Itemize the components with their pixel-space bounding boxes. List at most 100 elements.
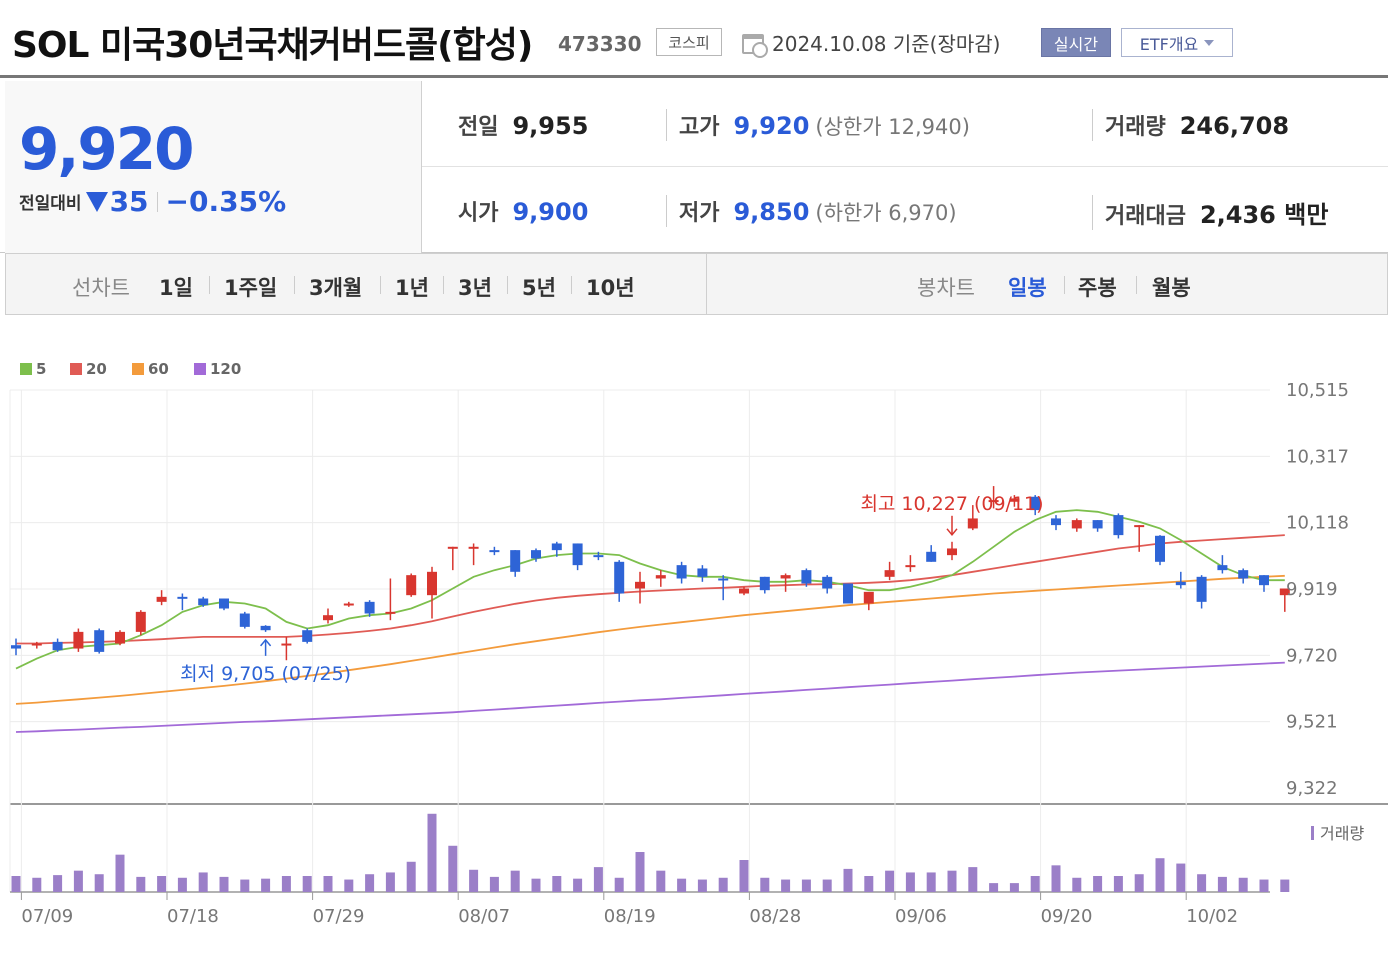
volume-cell: 거래량 246,708 (1092, 109, 1289, 141)
volume-bar (864, 876, 874, 892)
candle-body (1279, 588, 1290, 596)
volume-bar (1134, 874, 1144, 892)
candle-body (988, 500, 999, 503)
market-badge: 코스피 (656, 28, 722, 56)
volume-bar (905, 872, 915, 892)
volume-bar (531, 878, 541, 892)
volume-bar (1051, 865, 1061, 892)
divider (156, 191, 158, 212)
candle-body (572, 543, 583, 566)
volume-bar (240, 879, 250, 892)
candle-body (156, 596, 167, 602)
volume-bar (781, 879, 791, 892)
volume-bar (1217, 876, 1227, 892)
high-annotation: 최고 10,227 (09/11) (860, 493, 1043, 515)
tab-5years[interactable]: 5년 (522, 276, 556, 300)
line-chart-label: 선차트 (72, 276, 130, 300)
tab-1year[interactable]: 1년 (395, 276, 429, 300)
candle-body (947, 548, 957, 556)
page-title: SOL 미국30년국채커버드콜(합성) (12, 25, 533, 66)
candle-body (676, 565, 687, 579)
candle-body (260, 625, 271, 631)
amount-label: 거래대금 (1105, 204, 1186, 229)
volume-bar (614, 877, 624, 892)
tab-1day[interactable]: 1일 (159, 276, 193, 300)
high-value: 9,920 (733, 112, 810, 140)
volume-bar (53, 875, 63, 892)
volume-bar (1238, 877, 1248, 892)
volume-bar (323, 876, 333, 892)
quote-row-1: 전일 9,955 고가 9,920 (상한가 12,940) 거래량 246,7… (422, 81, 1388, 167)
x-tick-label: 10/02 (1186, 906, 1238, 927)
volume-bar (1093, 876, 1103, 892)
etf-overview-label: ETF개요 (1139, 34, 1199, 54)
divider (380, 276, 381, 294)
volume-bar (1030, 876, 1040, 892)
prev-close-cell: 전일 9,955 (458, 109, 588, 141)
divider (209, 276, 210, 294)
candle-body (94, 630, 105, 652)
candle-body (905, 565, 916, 568)
low-cell: 저가 9,850 (하한가 6,970) (666, 195, 957, 227)
candle-chart-label: 봉차트 (917, 276, 975, 300)
realtime-button[interactable]: 실시간 (1041, 28, 1111, 57)
volume-bar (843, 868, 853, 892)
low-arrow-head (260, 638, 272, 647)
candle-body (489, 550, 500, 553)
candle-body (406, 575, 417, 596)
volume-bar (489, 876, 499, 892)
annotations: 최고 10,227 (09/11) 최저 9,705 (07/25) (180, 493, 1043, 685)
tab-1week[interactable]: 1주일 (224, 276, 278, 300)
candle-body (239, 613, 250, 627)
candle-body (843, 583, 853, 604)
volume-bar (177, 877, 187, 892)
open-label: 시가 (458, 201, 499, 226)
volume-bar (1009, 883, 1019, 892)
volume-bar (344, 879, 354, 892)
volume-bar (656, 870, 666, 892)
volume-bar (281, 876, 291, 892)
candle-body (739, 588, 749, 594)
low-annotation: 최저 9,705 (07/25) (180, 663, 351, 685)
tab-3months[interactable]: 3개월 (309, 276, 363, 300)
calendar-clock-icon (742, 34, 768, 58)
volume-bar (593, 867, 603, 892)
legend-swatch (132, 363, 144, 375)
legend-label: 120 (210, 360, 241, 378)
change-percent: −0.35% (165, 185, 287, 218)
ma20-line (16, 534, 1285, 645)
divider (443, 276, 444, 294)
tab-daily[interactable]: 일봉 (1008, 276, 1047, 300)
candle-body (1009, 498, 1020, 502)
candle-body (1051, 518, 1061, 526)
candle-body (967, 518, 978, 529)
volume-bar (968, 867, 978, 892)
tab-10years[interactable]: 10년 (586, 276, 635, 300)
high-label: 고가 (679, 115, 720, 140)
volume-bar (115, 854, 125, 892)
header: SOL 미국30년국채커버드콜(합성) 473330 코스피 2024.10.0… (0, 0, 1388, 78)
tab-3years[interactable]: 3년 (458, 276, 492, 300)
high-arrow-head (946, 528, 958, 536)
candle-body (801, 570, 812, 584)
volume-bar (469, 869, 479, 892)
stock-code: 473330 (558, 32, 642, 56)
volume-bar (302, 876, 312, 892)
tab-weekly[interactable]: 주봉 (1078, 276, 1117, 300)
candle-body (343, 603, 354, 606)
volume-bar (1197, 874, 1207, 892)
amount-value: 2,436 백만 (1199, 201, 1329, 229)
candlestick-chart[interactable]: 5 20 60 120 10,515 10,317 10,118 9,919 9,720 9,5… (0, 315, 1388, 958)
quote-row-2: 시가 9,900 저가 9,850 (하한가 6,970) 거래대금 2,436… (422, 167, 1388, 253)
etf-overview-button[interactable]: ETF개요 (1121, 28, 1233, 57)
x-tick-label: 07/09 (21, 906, 73, 927)
x-tick-label: 08/07 (458, 906, 510, 927)
candle-body (655, 575, 666, 579)
x-tick-label: 09/06 (895, 906, 947, 927)
legend-label: 60 (148, 360, 169, 378)
candle-body (635, 581, 645, 589)
volume-bar (94, 874, 104, 892)
tab-monthly[interactable]: 월봉 (1152, 276, 1191, 300)
candle-body (427, 571, 437, 596)
candle-body (1238, 570, 1249, 579)
